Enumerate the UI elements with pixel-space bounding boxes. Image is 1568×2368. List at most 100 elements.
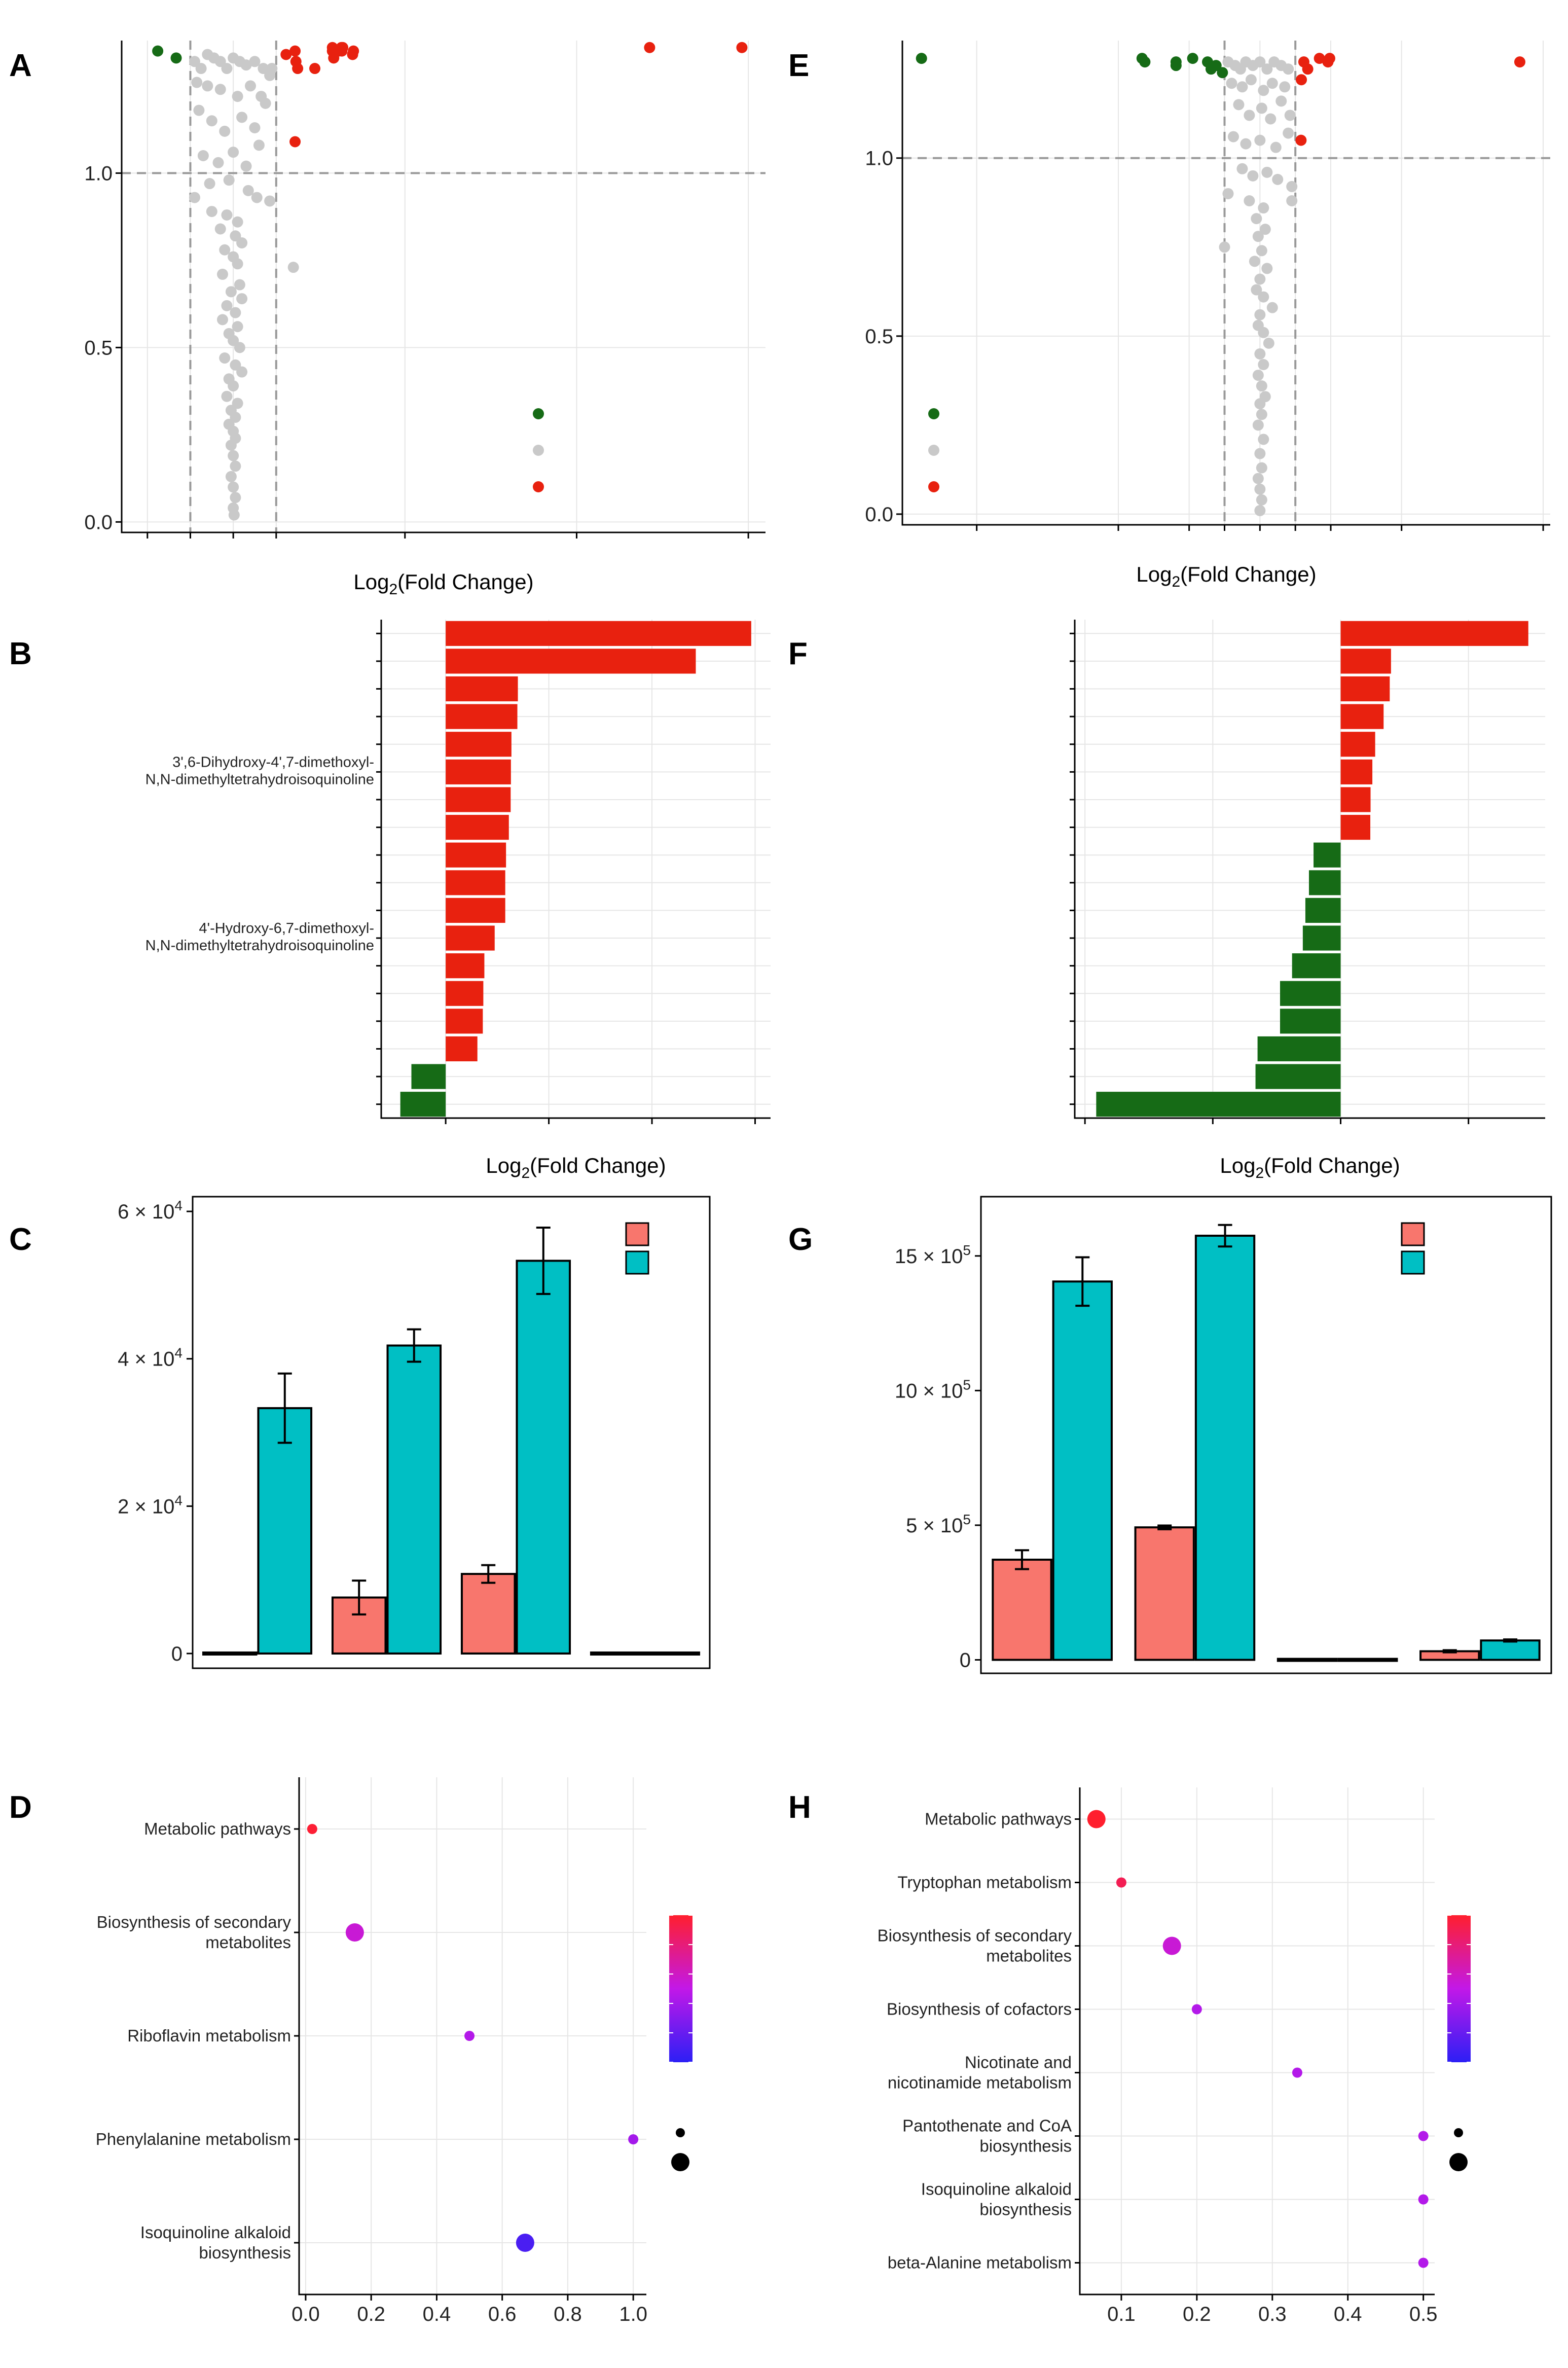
- point-insig: [221, 63, 233, 75]
- bar-up: [446, 981, 484, 1006]
- point-insig: [232, 91, 243, 102]
- point-insig: [225, 471, 237, 482]
- point-insig: [232, 258, 243, 270]
- bar-down: [1292, 953, 1341, 979]
- point-insig: [1219, 241, 1230, 253]
- legend-size-key: [671, 2153, 689, 2171]
- relative-content-chart-leaf: 0 2 × 104 4 × 104 6 × 104: [118, 1196, 711, 1669]
- point-insig: [219, 125, 231, 137]
- y-tick-label: 15 × 105: [895, 1242, 971, 1268]
- y-tick-label: 1.0: [865, 148, 893, 170]
- legend-key-up: [928, 481, 939, 492]
- point-insig: [232, 321, 243, 333]
- point-insig: [216, 268, 228, 280]
- point-insig: [1236, 163, 1248, 174]
- error-bar: [277, 1372, 292, 1444]
- point-insig: [202, 80, 213, 92]
- point-up: [1296, 74, 1307, 86]
- error-bar: [407, 1328, 421, 1363]
- error-bar: [352, 1580, 367, 1616]
- y-tick-label: 0: [171, 1643, 183, 1665]
- bar-up: [446, 1009, 483, 1034]
- pathway-label: Isoquinoline alkaloid biosynthesis: [140, 2223, 291, 2262]
- legend-key-up: [533, 481, 544, 492]
- p-value-colorbar: [669, 1915, 692, 2062]
- point-up: [290, 56, 302, 67]
- point-insig: [191, 77, 203, 88]
- point-insig: [1244, 195, 1255, 206]
- point-insig: [1252, 419, 1264, 431]
- axes-frame: [1079, 1787, 1435, 2295]
- point-insig: [234, 279, 245, 291]
- bar-up: [1340, 621, 1528, 646]
- point-insig: [228, 147, 239, 158]
- point-insig: [236, 366, 248, 378]
- point-insig: [1247, 170, 1259, 182]
- enrichment-bubble: [1087, 1810, 1106, 1828]
- point-down: [1187, 53, 1198, 64]
- kegg-enrichment-chart-stem: Metabolic pathways Tryptophan metabolism B…: [878, 1787, 1471, 2325]
- pathway-label: Nicotinate and nicotinamide metabolism: [888, 2053, 1072, 2092]
- point-insig: [1252, 231, 1264, 242]
- point-insig: [1244, 110, 1255, 121]
- axes-frame: [121, 41, 765, 533]
- point-insig: [242, 185, 254, 196]
- point-insig: [253, 139, 265, 151]
- pathway-label: Phenylalanine metabolism: [96, 2130, 291, 2148]
- bar-up: [1340, 815, 1371, 840]
- enrichment-bubble: [516, 2234, 534, 2252]
- y-tick-label: 1.0: [84, 162, 113, 185]
- pathway-label: Biosynthesis of secondary metabolites: [97, 1913, 291, 1952]
- bar-down: [1308, 870, 1341, 895]
- bar-down: [1255, 1064, 1341, 1089]
- bar-4X-leaf: [516, 1260, 571, 1655]
- point-insig: [1254, 309, 1266, 320]
- point-insig: [1259, 224, 1271, 235]
- enrichment-bubble: [628, 2134, 639, 2144]
- point-insig: [249, 56, 261, 67]
- point-insig: [1233, 99, 1245, 111]
- bar-4X-stem: [1194, 1235, 1256, 1661]
- point-insig: [1286, 195, 1298, 206]
- axes-frame: [298, 1777, 646, 2295]
- pathway-label: beta-Alanine metabolism: [888, 2253, 1072, 2272]
- error-bar: [1075, 1256, 1090, 1307]
- point-insig: [1283, 127, 1294, 139]
- point-insig: [1254, 483, 1266, 495]
- point-insig: [204, 178, 215, 190]
- point-insig: [249, 122, 261, 133]
- legend-size-key: [676, 2128, 685, 2137]
- bar-down: [1280, 1009, 1341, 1034]
- bar-up: [1340, 732, 1375, 757]
- fold-change-bar-chart-leaf: 3',6-Dihydroxy-4',7-dimethoxyl-N,N-dimet…: [145, 620, 771, 1181]
- point-insig: [1240, 138, 1252, 150]
- point-insig: [228, 450, 239, 461]
- point-insig: [245, 80, 256, 92]
- bar-4X-leaf: [645, 1651, 701, 1656]
- point-insig: [212, 157, 224, 168]
- point-insig: [230, 460, 241, 472]
- pathway-label: Biosynthesis of cofactors: [887, 2000, 1072, 2019]
- axes-frame: [901, 41, 1550, 526]
- point-down: [1217, 67, 1228, 79]
- point-down: [1139, 56, 1151, 68]
- point-insig: [1256, 380, 1267, 392]
- point-insig: [1236, 81, 1248, 93]
- enrichment-bubble: [1191, 2004, 1202, 2015]
- bar-down: [1096, 1092, 1341, 1117]
- point-insig: [266, 63, 278, 75]
- point-insig: [1256, 245, 1267, 257]
- legend-key-down: [533, 408, 544, 419]
- legend-key-insig: [928, 445, 939, 456]
- bar-down: [411, 1064, 446, 1089]
- point-down: [916, 53, 927, 64]
- point-insig: [1272, 173, 1284, 185]
- x-tick-label: 0.2: [357, 2303, 385, 2325]
- point-insig: [1245, 74, 1257, 86]
- point-insig: [1227, 131, 1239, 142]
- volcano-plot-stem: 0.0 0.5 1.0 Log2(Fold Change): [865, 41, 1550, 590]
- bar-2X-leaf: [590, 1651, 645, 1656]
- error-bar: [536, 1227, 551, 1295]
- bar-up: [446, 676, 518, 702]
- point-insig: [1252, 473, 1264, 484]
